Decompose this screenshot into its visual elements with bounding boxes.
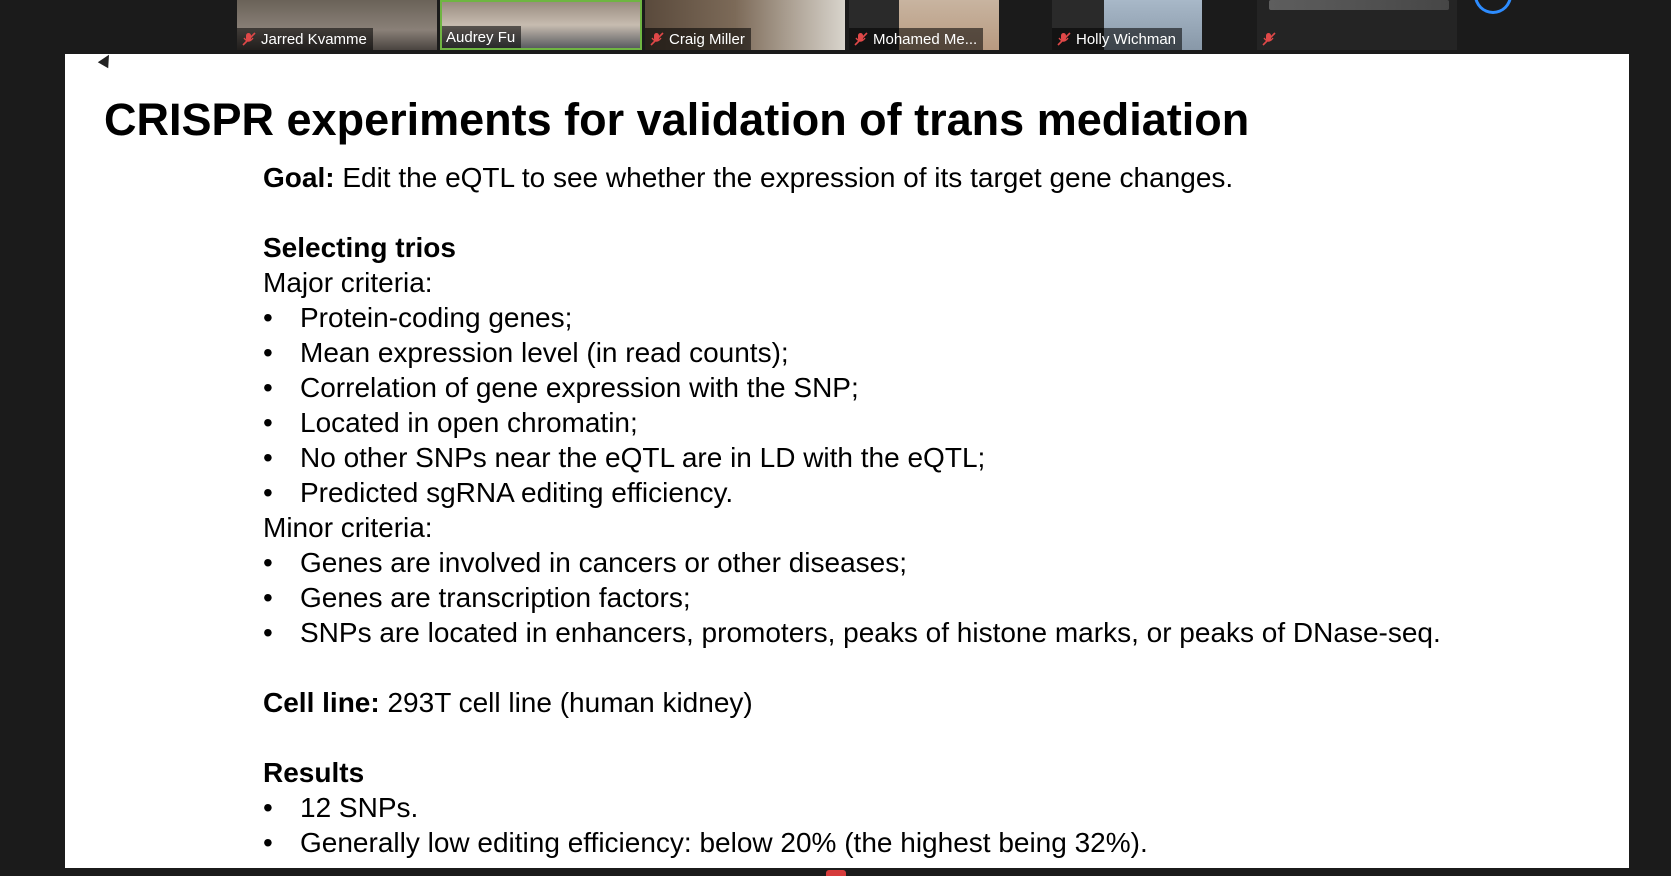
list-item: • Protein-coding genes;: [263, 302, 573, 333]
minor-criteria-label: Minor criteria:: [263, 512, 433, 543]
participant-namebar: Craig Miller: [645, 28, 751, 50]
cell-line: Cell line: 293T cell line (human kidney): [263, 685, 1593, 720]
slide-title: CRISPR experiments for validation of tra…: [104, 94, 1250, 145]
shared-slide: CRISPR experiments for validation of tra…: [65, 54, 1629, 868]
major-criteria-label: Major criteria:: [263, 267, 433, 298]
list-item: • Generally low editing efficiency: below…: [263, 827, 1148, 858]
list-item: • Correlation of gene expression with the…: [263, 372, 859, 403]
microphone-muted-icon: [241, 31, 257, 47]
goal-label: Goal:: [263, 162, 335, 193]
list-item: • No other SNPs near the eQTL are in LD w…: [263, 442, 986, 473]
goal-text: Edit the eQTL to see whether the express…: [334, 162, 1234, 193]
list-item: • Genes are involved in cancers or other …: [263, 547, 907, 578]
participant-name: Mohamed Me...: [873, 30, 978, 48]
microphone-muted-icon: [1056, 31, 1072, 47]
list-item: • Genes are transcription factors;: [263, 582, 691, 613]
participant-tile-audrey[interactable]: Audrey Fu: [440, 0, 642, 50]
selecting-trios-heading: Selecting trios: [263, 232, 456, 263]
screen-share-indicator-icon[interactable]: [1474, 0, 1512, 14]
participant-namebar: Audrey Fu: [442, 26, 522, 48]
participant-name: Holly Wichman: [1076, 30, 1177, 48]
list-item: • Located in open chromatin;: [263, 407, 638, 438]
recording-indicator-icon: [826, 870, 846, 876]
results-heading: Results: [263, 757, 365, 788]
microphone-muted-icon: [649, 31, 665, 47]
list-item: • SNPs are located in enhancers, promoter…: [263, 617, 1441, 648]
participant-tile-holly[interactable]: Holly Wichman: [1052, 0, 1202, 50]
cell-line-text: 293T cell line (human kidney): [379, 687, 753, 718]
microphone-muted-icon: [1261, 31, 1277, 47]
list-item: • 12 SNPs.: [263, 792, 419, 823]
goal-line: Goal: Edit the eQTL to see whether the e…: [263, 160, 1593, 195]
participant-tile-mohamed[interactable]: Mohamed Me...: [849, 0, 999, 50]
list-item: • Predicted sgRNA editing efficiency.: [263, 477, 734, 508]
cell-line-label: Cell line:: [263, 687, 380, 718]
participant-name: Craig Miller: [669, 30, 745, 48]
participant-name: Audrey Fu: [446, 28, 516, 46]
participant-namebar: Jarred Kvamme: [237, 28, 373, 50]
participant-namebar: Holly Wichman: [1052, 28, 1183, 50]
participant-name-blurred: [1269, 0, 1449, 10]
slide-body: Goal: Edit the eQTL to see whether the e…: [263, 160, 1593, 860]
participant-tile-jarred[interactable]: Jarred Kvamme: [237, 0, 437, 50]
participant-namebar: Mohamed Me...: [849, 28, 984, 50]
participant-name: Jarred Kvamme: [261, 30, 367, 48]
participant-namebar: [1257, 28, 1287, 50]
participant-tile-unnamed[interactable]: [1257, 0, 1457, 50]
participant-gallery: Jarred Kvamme Audrey Fu Craig Miller Moh…: [0, 0, 1671, 54]
participant-tile-craig[interactable]: Craig Miller: [645, 0, 845, 50]
list-item: • Mean expression level (in read counts);: [263, 337, 789, 368]
microphone-muted-icon: [853, 31, 869, 47]
